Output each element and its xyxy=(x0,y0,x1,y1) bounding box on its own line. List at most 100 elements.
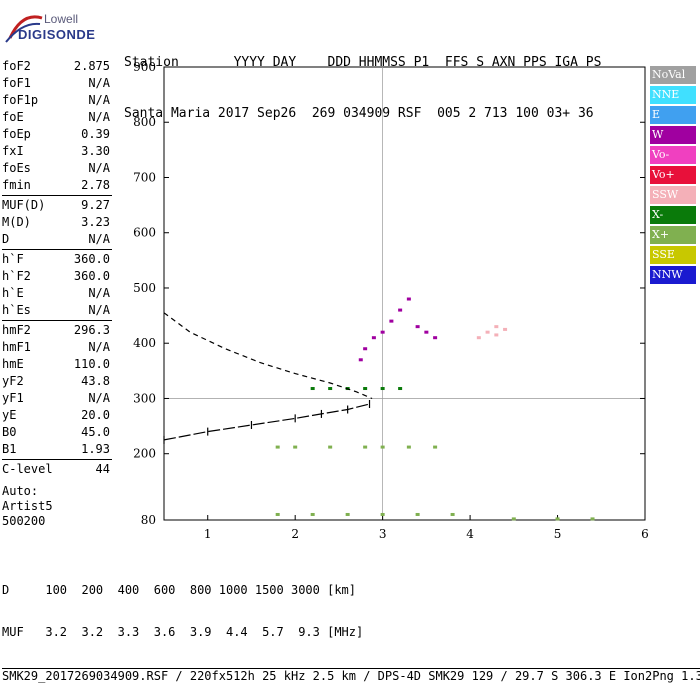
param-value: N/A xyxy=(88,391,110,405)
trace-point xyxy=(503,327,508,331)
param-name: fxI xyxy=(2,144,24,158)
parameters-panel: foF2 2.875 foF1 N/A foF1p N/A foE N/A foEp 0.39 fx… xyxy=(2,58,112,478)
param-name: hmF1 xyxy=(2,340,31,354)
legend-item-x: X- xyxy=(650,206,696,224)
x-tick-label: 5 xyxy=(554,527,562,541)
param-value: N/A xyxy=(88,340,110,354)
param-name: h`Es xyxy=(2,303,31,317)
header-block: Station YYYY DAY DDD HHMMSS P1 FFS S AXN… xyxy=(124,20,601,139)
param-separator xyxy=(2,459,112,460)
param-value: 44 xyxy=(95,462,110,476)
y-tick-label: 900 xyxy=(133,60,156,74)
y-tick-label: 200 xyxy=(133,447,156,461)
trace-point xyxy=(310,512,315,516)
legend-item-sse: SSE xyxy=(650,246,696,264)
plot-frame xyxy=(163,66,646,521)
param-row: fmin 2.78 xyxy=(2,177,112,194)
logo-line2: DIGISONDE xyxy=(18,27,96,42)
trace-point xyxy=(380,387,385,391)
param-name: yE xyxy=(2,408,17,422)
trace-point xyxy=(389,319,394,323)
trace-point xyxy=(485,330,490,334)
trace-point xyxy=(380,330,385,334)
param-value: 0.39 xyxy=(81,127,110,141)
artist-version: Artist5 xyxy=(2,499,53,513)
profile-curve xyxy=(163,312,373,400)
param-name: D xyxy=(2,232,10,246)
trace-point xyxy=(494,325,499,329)
param-separator xyxy=(2,249,112,250)
param-name: foF2 xyxy=(2,59,31,73)
trace-point xyxy=(371,336,376,340)
trace-point xyxy=(494,333,499,337)
param-value: 3.23 xyxy=(81,215,110,229)
y-tick-label: 300 xyxy=(133,391,156,405)
param-row: C-level 44 xyxy=(2,461,112,478)
param-value: N/A xyxy=(88,303,110,317)
trace-point xyxy=(328,387,333,391)
param-separator xyxy=(2,320,112,321)
trace-point xyxy=(476,336,481,340)
trace-point xyxy=(358,358,363,362)
y-tick-label: 80 xyxy=(141,513,156,527)
param-row: h`F 360.0 xyxy=(2,251,112,268)
param-name: M(D) xyxy=(2,215,31,229)
trace-point xyxy=(380,445,385,449)
param-value: 43.8 xyxy=(81,374,110,388)
distance-row: D 100 200 400 600 800 1000 1500 3000 [km… xyxy=(2,583,357,597)
trace-point xyxy=(406,297,411,301)
param-value: 20.0 xyxy=(81,408,110,422)
param-value: 1.93 xyxy=(81,442,110,456)
y-tick-label: 800 xyxy=(133,115,156,129)
param-row: foEs N/A xyxy=(2,160,112,177)
ionogram-chart: 1 2 3 4 5 6 80 200 300 400 500 600 700 800 900 xyxy=(133,60,649,541)
trace-point xyxy=(433,445,438,449)
param-name: foE xyxy=(2,110,24,124)
x-tick-label: 2 xyxy=(291,527,299,541)
param-row: foF1p N/A xyxy=(2,92,112,109)
param-row: yE 20.0 xyxy=(2,407,112,424)
param-value: N/A xyxy=(88,286,110,300)
x-tick-label: 1 xyxy=(204,527,212,541)
param-name: B1 xyxy=(2,442,17,456)
param-name: fmin xyxy=(2,178,31,192)
legend-item-vo: Vo+ xyxy=(650,166,696,184)
trace-point xyxy=(398,308,403,312)
param-row: h`E N/A xyxy=(2,285,112,302)
param-row: yF2 43.8 xyxy=(2,373,112,390)
logo-line1: Lowell xyxy=(44,12,79,26)
trace-point xyxy=(415,512,420,516)
x-tick-label: 6 xyxy=(641,527,649,541)
param-row: hmE 110.0 xyxy=(2,356,112,373)
trace-point xyxy=(511,517,516,521)
param-value: 3.30 xyxy=(81,144,110,158)
param-name: foF1p xyxy=(2,93,39,107)
legend-item-x: X+ xyxy=(650,226,696,244)
legend-item-noval: NoVal xyxy=(650,66,696,84)
param-name: foEs xyxy=(2,161,31,175)
trace-point xyxy=(293,445,298,449)
trace-point xyxy=(398,387,403,391)
header-values: Santa Maria 2017 Sep26 269 034909 RSF 00… xyxy=(124,106,594,121)
x-tick-label: 4 xyxy=(466,527,474,541)
param-row: foEp 0.39 xyxy=(2,126,112,143)
trace-point xyxy=(590,517,595,521)
param-value: 296.3 xyxy=(73,323,110,337)
param-value: 360.0 xyxy=(73,269,110,283)
y-tick-label: 500 xyxy=(133,281,156,295)
param-name: MUF(D) xyxy=(2,198,46,212)
y-tick-label: 700 xyxy=(133,170,156,184)
trace-point xyxy=(363,445,368,449)
virtual-height-curve xyxy=(163,403,370,441)
trace-point xyxy=(450,512,455,516)
param-row: hmF2 296.3 xyxy=(2,322,112,339)
param-name: hmE xyxy=(2,357,24,371)
trace-point xyxy=(380,512,385,516)
param-name: yF2 xyxy=(2,374,24,388)
trace-point xyxy=(433,336,438,340)
param-row: foF2 2.875 xyxy=(2,58,112,75)
trace-point xyxy=(555,517,560,521)
param-row: yF1 N/A xyxy=(2,390,112,407)
legend-item-nne: NNE xyxy=(650,86,696,104)
trace-point xyxy=(406,445,411,449)
